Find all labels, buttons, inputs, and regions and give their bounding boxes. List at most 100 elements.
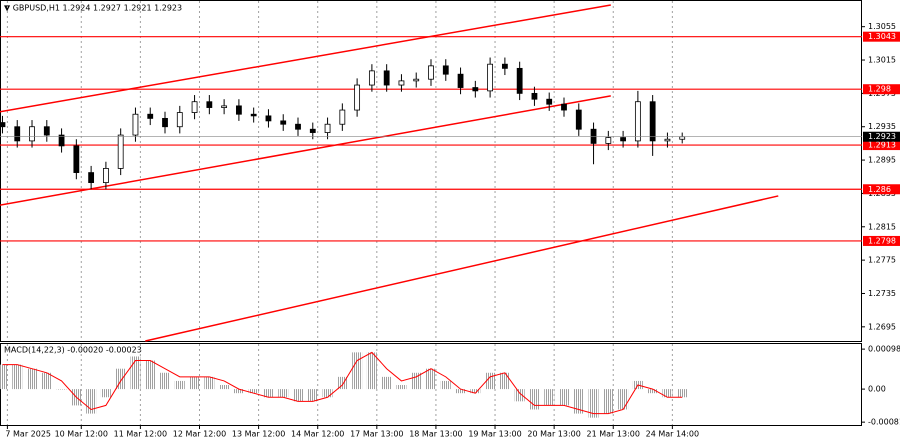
trend-line (0, 4, 611, 113)
candle-body (117, 134, 124, 169)
candle-body (132, 113, 139, 136)
macd-bar (499, 372, 510, 390)
candle-body (620, 137, 627, 142)
macd-bar (618, 389, 629, 410)
candle-body (88, 172, 95, 183)
candle-body (250, 113, 257, 117)
x-tick-label: 17 Mar 13:00 (350, 430, 403, 439)
candle-body (191, 101, 198, 113)
level-label: 1.2798 (868, 236, 896, 245)
macd-bar (588, 389, 599, 418)
macd-bar (174, 380, 185, 390)
candle-body (309, 128, 316, 133)
candle-body (368, 70, 375, 86)
level-label: 1.286 (868, 185, 891, 194)
candle-body (14, 126, 21, 142)
level-label: 1.3043 (868, 32, 896, 41)
level-label: 1.2913 (868, 141, 896, 150)
macd-bar (100, 389, 111, 398)
candle-body (516, 67, 523, 94)
candle-body (324, 123, 331, 133)
candle-body (103, 168, 109, 183)
macd-bar (41, 372, 52, 390)
y-tick-label: 1.2775 (868, 256, 896, 265)
level-tag (863, 84, 900, 95)
level-tag (863, 140, 900, 151)
signal-line (2, 351, 683, 415)
current-price-tag (863, 131, 900, 142)
current-price-label: 1.2923 (868, 132, 896, 141)
macd-bar (86, 389, 97, 414)
y-tick-label: 0.00 (868, 385, 886, 394)
candle-body (43, 126, 50, 136)
candle-body (428, 65, 434, 80)
macd-bar (278, 389, 289, 398)
macd-bar (544, 389, 555, 406)
price-frame (0, 0, 862, 342)
trend-line (145, 195, 779, 342)
candle-body (501, 63, 508, 69)
candle-body (354, 84, 361, 111)
macd-bar (12, 364, 23, 390)
macd-bar (440, 380, 451, 390)
x-tick-label: 10 Mar 12:00 (55, 430, 108, 439)
candle-body (162, 117, 168, 128)
candle-body (649, 101, 656, 142)
candle-body (176, 112, 183, 128)
level-tag (863, 31, 900, 42)
y-tick-label: 1.3055 (868, 22, 896, 31)
x-tick-label: 24 Mar 14:00 (646, 430, 699, 439)
macd-bar (337, 376, 348, 390)
macd-bar (677, 389, 688, 398)
chart-title: ▼ GBPUSD,H1 1.2924 1.2927 1.2921 1.2923 (4, 4, 182, 13)
candle-body (147, 113, 154, 119)
candle-body (605, 137, 612, 144)
macd-bar (56, 389, 67, 390)
x-tick-label: 7 Mar 2025 (5, 430, 51, 439)
candle-body (561, 103, 567, 111)
macd-bar (381, 376, 392, 390)
macd-bar (603, 389, 614, 414)
candle-body (206, 101, 213, 108)
macd-bar (573, 389, 584, 414)
macd-bar (647, 389, 658, 394)
x-tick-label: 13 Mar 12:00 (232, 430, 285, 439)
candle-body (29, 126, 35, 142)
y-tick-label: 1.3015 (868, 56, 896, 65)
candle-body (664, 138, 671, 142)
candle-body (575, 109, 582, 130)
macd-bar (307, 389, 318, 402)
candle-body (442, 65, 449, 75)
candle-body (546, 98, 553, 105)
level-tag (863, 184, 900, 195)
candle-body (413, 78, 420, 82)
macd-bar (455, 389, 466, 394)
x-tick-label: 11 Mar 12:00 (114, 430, 167, 439)
y-tick-label: 1.2695 (868, 322, 896, 331)
macd-bar (145, 360, 156, 390)
candle-body (457, 73, 464, 88)
macd-bar (263, 389, 274, 398)
candle-body (221, 105, 228, 108)
candle-body (383, 70, 390, 86)
x-tick-label: 12 Mar 12:00 (173, 430, 226, 439)
macd-bar (189, 376, 200, 390)
candle-body (634, 101, 641, 142)
candle-body (590, 128, 597, 144)
candle-body (280, 120, 287, 125)
candle-body (265, 115, 272, 122)
macd-bar (115, 368, 126, 390)
x-tick-label: 14 Mar 12:00 (291, 430, 344, 439)
macd-bar (248, 389, 259, 394)
x-tick-label: 21 Mar 13:00 (587, 430, 640, 439)
level-tag (863, 235, 900, 246)
macd-bar (0, 364, 8, 390)
candle-body (339, 109, 346, 125)
macd-bar (352, 352, 363, 390)
x-tick-label: 18 Mar 13:00 (409, 430, 462, 439)
macd-bar (470, 389, 481, 394)
y-tick-label: 1.2935 (868, 122, 896, 131)
trend-line (0, 95, 611, 206)
